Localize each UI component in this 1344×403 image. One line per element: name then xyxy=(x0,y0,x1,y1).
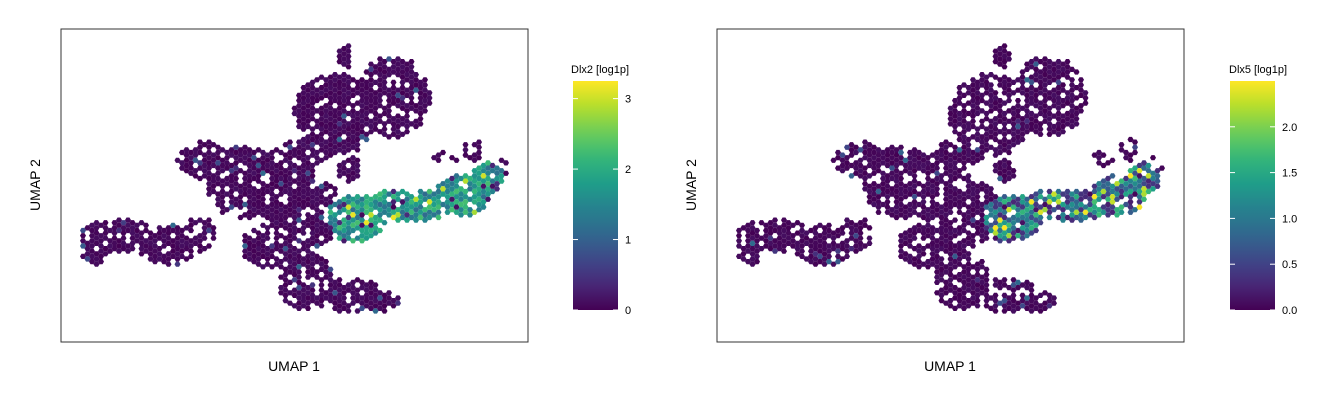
colorbar-tick-label: 0.5 xyxy=(1282,259,1297,271)
colorbar-tick-label: 0.0 xyxy=(1282,305,1297,317)
hex-cell xyxy=(391,80,397,85)
hex-cell xyxy=(319,282,325,287)
hex-cell xyxy=(876,210,882,215)
colorbar-gradient xyxy=(1230,81,1275,310)
hex-cell xyxy=(463,147,469,152)
hexbin-cells xyxy=(736,43,1165,313)
umap-plot-dlx2: UMAP 1 UMAP 2 Dlx2 [log1p] 0 1 2 3 xyxy=(0,0,672,403)
colorbar-tick-label: 2 xyxy=(625,164,631,176)
umap-panel-dlx2: UMAP 1 UMAP 2 Dlx2 [log1p] 0 1 2 3 xyxy=(0,0,672,403)
hex-cell xyxy=(80,233,86,238)
colorbar-tick-label: 1.5 xyxy=(1282,168,1297,180)
hex-cell xyxy=(1150,155,1156,160)
hex-cell xyxy=(1078,77,1084,82)
colorbar-gradient xyxy=(573,81,618,310)
y-axis-label: UMAP 2 xyxy=(683,159,699,211)
colorbar: 0 1 2 3 xyxy=(573,81,631,317)
colorbar: 0.0 0.5 1.0 1.5 2.0 xyxy=(1230,81,1297,317)
hex-cell xyxy=(175,262,181,267)
hex-cell xyxy=(1119,142,1125,147)
legend-title: Dlx5 [log1p] xyxy=(1229,64,1287,76)
hexbin-cells xyxy=(80,43,509,313)
x-axis-label: UMAP 1 xyxy=(268,358,320,374)
colorbar-tick-label: 3 xyxy=(625,94,631,106)
hex-cell xyxy=(1015,98,1021,103)
umap-panel-dlx5: UMAP 1 UMAP 2 Dlx5 [log1p] 0.0 0.5 1.0 1.5 2… xyxy=(656,0,1328,403)
hex-cell xyxy=(211,236,217,241)
colorbar-tick-label: 1 xyxy=(625,235,631,247)
umap-plot-dlx5: UMAP 1 UMAP 2 Dlx5 [log1p] 0.0 0.5 1.0 1.5 2… xyxy=(656,0,1328,403)
colorbar-tick-label: 2.0 xyxy=(1282,122,1297,134)
hex-cell xyxy=(1047,215,1053,220)
x-axis-label: UMAP 1 xyxy=(924,358,976,374)
hex-cell xyxy=(736,238,742,243)
y-axis-label: UMAP 2 xyxy=(27,159,43,211)
hex-cell xyxy=(1132,145,1138,150)
hex-cell xyxy=(463,142,469,147)
colorbar-tick-label: 0 xyxy=(625,305,631,317)
colorbar-tick-label: 1.0 xyxy=(1282,213,1297,225)
hex-cell xyxy=(867,236,873,241)
hex-cell xyxy=(736,233,742,238)
legend-title: Dlx2 [log1p] xyxy=(571,64,629,76)
